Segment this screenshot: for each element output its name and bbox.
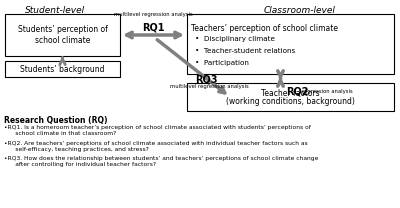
Text: •RQ3. How does the relationship between students’ and teachers’ perceptions of s: •RQ3. How does the relationship between … [4, 156, 318, 167]
Text: RQ1: RQ1 [142, 22, 164, 32]
Text: •  Disciplinary climate: • Disciplinary climate [195, 36, 275, 42]
Text: RQ2: RQ2 [286, 86, 309, 96]
FancyBboxPatch shape [187, 83, 394, 111]
Text: Students’ background: Students’ background [20, 64, 105, 73]
Text: •RQ2. Are teachers’ perceptions of school climate associated with individual tea: •RQ2. Are teachers’ perceptions of schoo… [4, 141, 308, 152]
Text: •  Teacher-student relations: • Teacher-student relations [195, 48, 295, 54]
Text: Student-level: Student-level [25, 6, 85, 15]
Text: •RQ1. Is a homeroom teacher’s perception of school climate associated with stude: •RQ1. Is a homeroom teacher’s perception… [4, 125, 311, 136]
Text: RQ3: RQ3 [195, 75, 218, 85]
FancyBboxPatch shape [187, 14, 394, 74]
Text: Research Question (RQ): Research Question (RQ) [4, 116, 108, 125]
FancyBboxPatch shape [5, 14, 120, 56]
Text: regression analysis: regression analysis [302, 88, 353, 94]
Text: Teacher factors: Teacher factors [261, 88, 320, 98]
Text: Classroom-level: Classroom-level [264, 6, 336, 15]
Text: Students’ perception of
school climate: Students’ perception of school climate [18, 25, 108, 45]
Text: •  Participation: • Participation [195, 60, 249, 66]
Text: Teachers’ perception of school climate: Teachers’ perception of school climate [191, 24, 338, 33]
Text: (working conditions, background): (working conditions, background) [226, 98, 355, 106]
Text: multilevel regression analysis: multilevel regression analysis [170, 84, 249, 89]
FancyBboxPatch shape [5, 61, 120, 77]
Text: multilevel regression analysis: multilevel regression analysis [114, 12, 192, 17]
